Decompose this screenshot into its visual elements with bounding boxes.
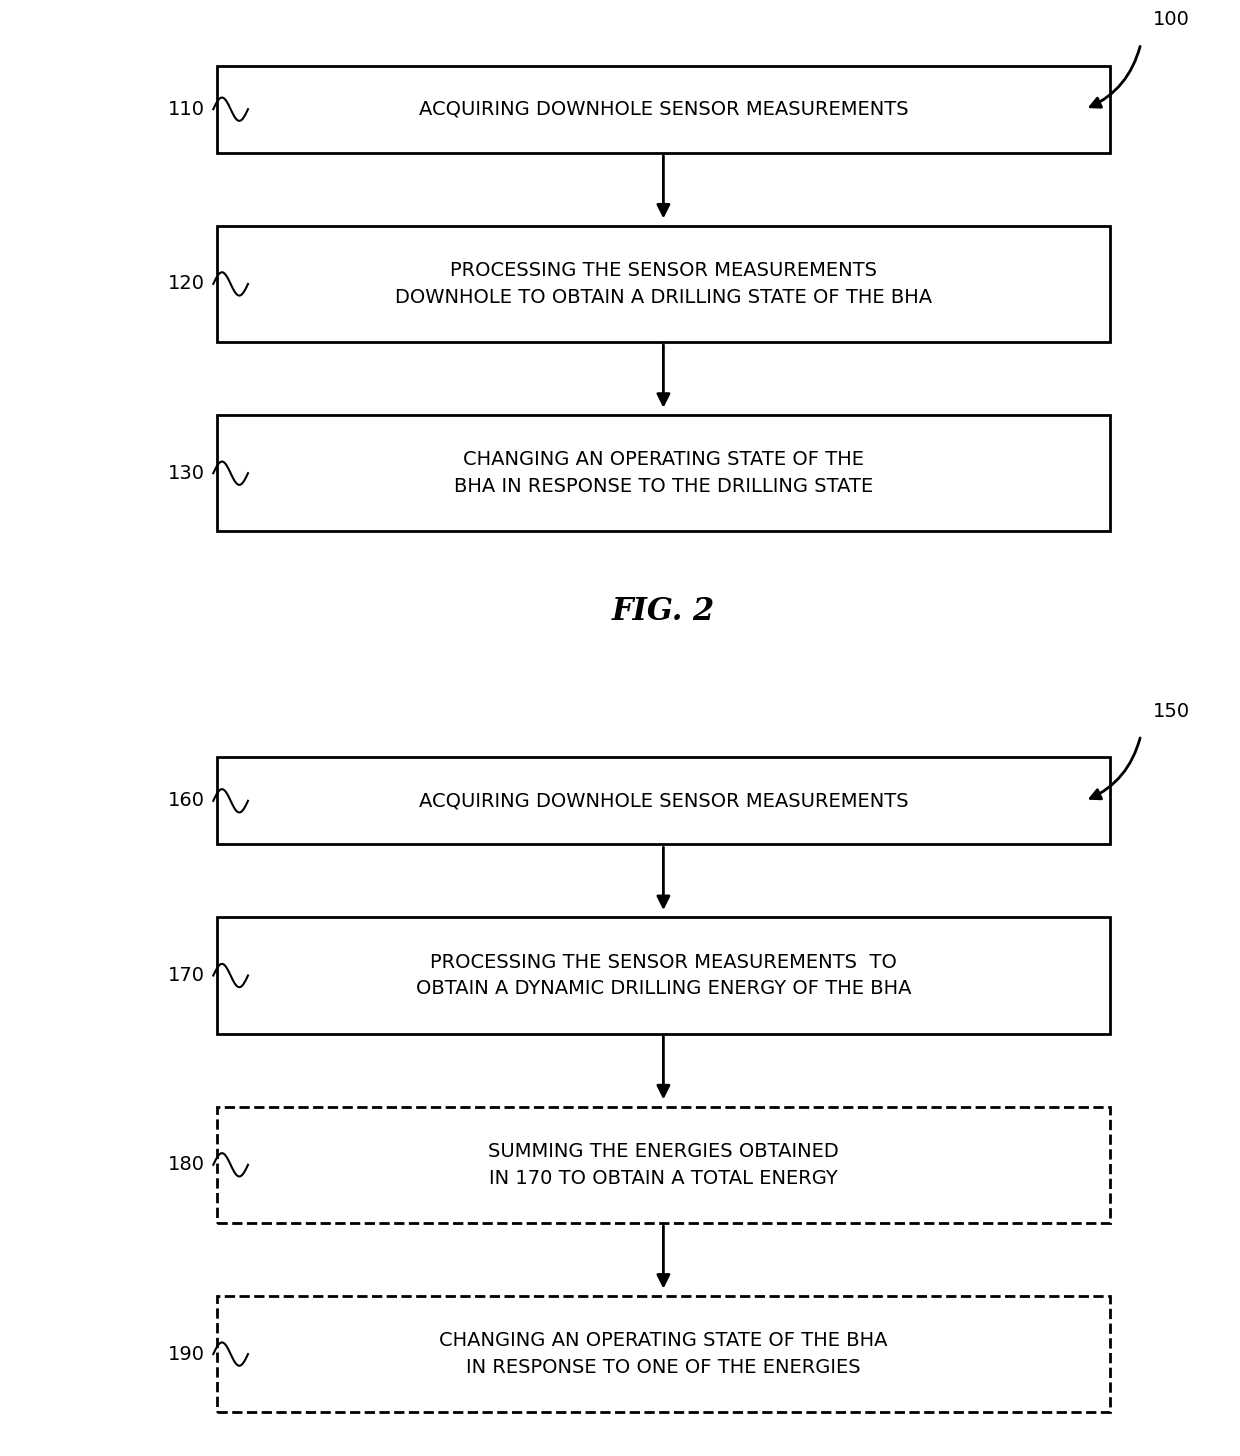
Text: ACQUIRING DOWNHOLE SENSOR MEASUREMENTS: ACQUIRING DOWNHOLE SENSOR MEASUREMENTS: [419, 791, 908, 811]
Text: CHANGING AN OPERATING STATE OF THE
BHA IN RESPONSE TO THE DRILLING STATE: CHANGING AN OPERATING STATE OF THE BHA I…: [454, 450, 873, 496]
Bar: [217, 415, 1110, 531]
Bar: [217, 1107, 1110, 1223]
Text: PROCESSING THE SENSOR MEASUREMENTS
DOWNHOLE TO OBTAIN A DRILLING STATE OF THE BH: PROCESSING THE SENSOR MEASUREMENTS DOWNH…: [394, 261, 932, 307]
Text: FIG. 2: FIG. 2: [611, 596, 715, 628]
Bar: [217, 226, 1110, 342]
Text: 170: 170: [167, 965, 205, 986]
Text: 180: 180: [167, 1155, 205, 1175]
Bar: [217, 917, 1110, 1034]
Text: SUMMING THE ENERGIES OBTAINED
IN 170 TO OBTAIN A TOTAL ENERGY: SUMMING THE ENERGIES OBTAINED IN 170 TO …: [489, 1142, 838, 1188]
Bar: [217, 757, 1110, 844]
Text: 100: 100: [1153, 10, 1190, 29]
Text: 160: 160: [167, 791, 205, 811]
Text: PROCESSING THE SENSOR MEASUREMENTS  TO
OBTAIN A DYNAMIC DRILLING ENERGY OF THE B: PROCESSING THE SENSOR MEASUREMENTS TO OB…: [415, 952, 911, 999]
Bar: [217, 66, 1110, 153]
Text: 110: 110: [167, 99, 205, 119]
Text: 190: 190: [167, 1344, 205, 1364]
Text: 130: 130: [167, 463, 205, 483]
Bar: [217, 1296, 1110, 1412]
Text: 120: 120: [167, 274, 205, 294]
Text: ACQUIRING DOWNHOLE SENSOR MEASUREMENTS: ACQUIRING DOWNHOLE SENSOR MEASUREMENTS: [419, 99, 908, 119]
Text: CHANGING AN OPERATING STATE OF THE BHA
IN RESPONSE TO ONE OF THE ENERGIES: CHANGING AN OPERATING STATE OF THE BHA I…: [439, 1331, 888, 1377]
Text: 150: 150: [1153, 702, 1190, 721]
